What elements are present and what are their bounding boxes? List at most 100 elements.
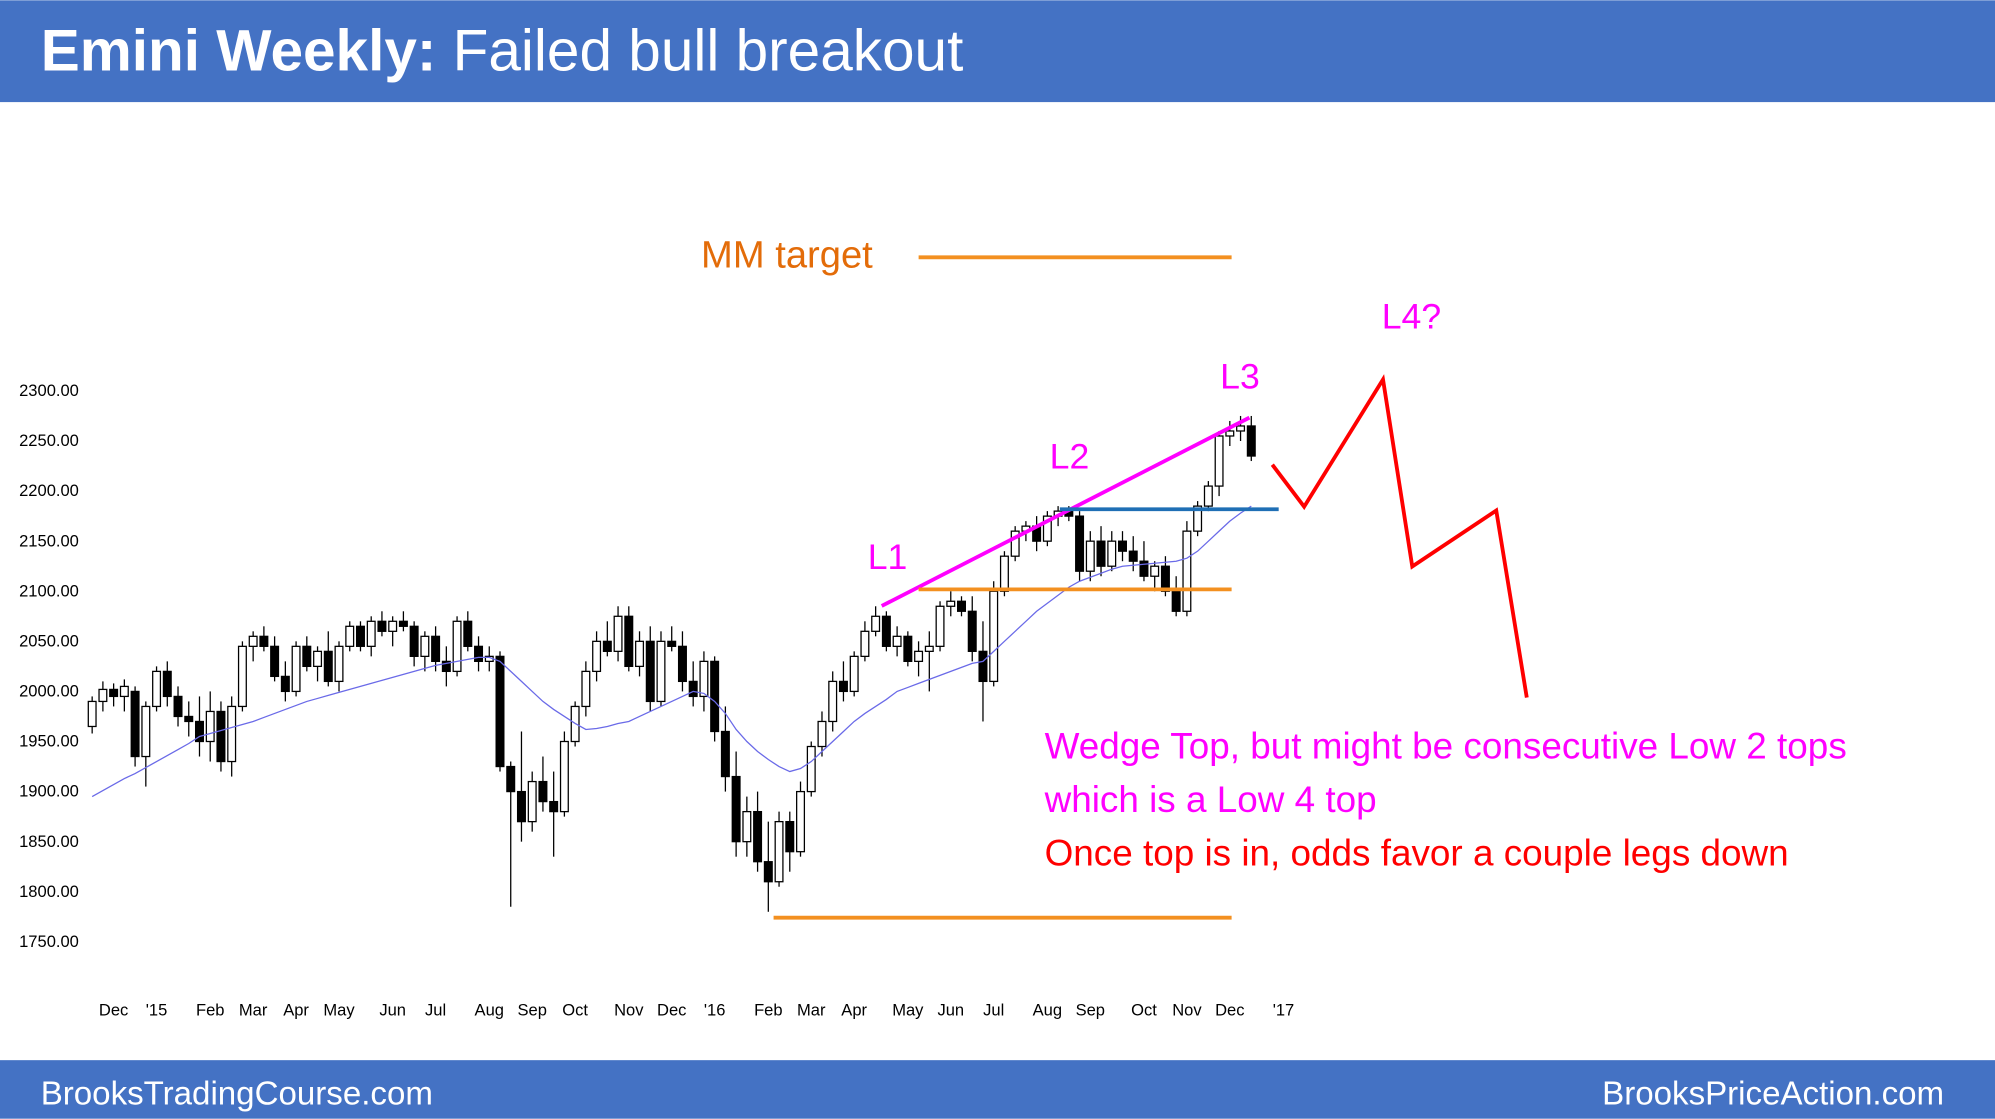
candle-body	[785, 820, 795, 853]
candle-body	[710, 660, 720, 733]
candle-body	[592, 640, 602, 673]
candle-body	[635, 640, 645, 668]
candle-body	[527, 780, 537, 823]
candle-body	[742, 810, 752, 843]
candle-body	[1203, 485, 1213, 507]
candle-body	[109, 688, 119, 698]
candle-body	[581, 670, 591, 708]
candle-body	[602, 640, 612, 652]
candle-body	[334, 645, 344, 683]
y-tick-label: 2100.00	[19, 581, 79, 600]
x-tick-label: Aug	[475, 1001, 504, 1020]
chart-title: Emini Weekly: Failed bull breakout	[41, 18, 964, 83]
x-tick-label: Dec	[99, 1001, 128, 1020]
candle-body	[87, 700, 97, 728]
candle-body	[538, 780, 548, 803]
moving-average	[91, 505, 1252, 798]
x-tick-label: Oct	[562, 1001, 588, 1020]
candle-body	[323, 650, 333, 683]
candle-body	[377, 620, 387, 632]
x-tick-label: Aug	[1033, 1001, 1062, 1020]
candle-body	[205, 710, 215, 743]
candle-body	[237, 645, 247, 708]
y-tick-label: 1850.00	[19, 832, 79, 851]
projection-path	[1270, 374, 1529, 698]
x-tick-label: Dec	[657, 1001, 686, 1020]
candle-body	[806, 745, 816, 793]
x-tick-label: Jun	[379, 1001, 406, 1020]
candle-body	[248, 635, 258, 647]
candle-body	[194, 720, 204, 743]
candle-body	[495, 655, 505, 768]
candle-body	[860, 630, 870, 657]
candle-body	[774, 820, 784, 883]
candle-body	[924, 645, 934, 652]
x-tick-label: Nov	[614, 1001, 644, 1020]
candle-body	[420, 635, 430, 657]
candle-body	[409, 625, 419, 657]
candle-body	[935, 605, 945, 647]
candle-body	[431, 635, 441, 663]
candle-body	[688, 680, 698, 698]
candle-body	[699, 660, 709, 698]
annotation: L4?	[1382, 297, 1441, 337]
annotation: L3	[1220, 356, 1260, 396]
x-tick-label: Mar	[239, 1001, 268, 1020]
candle-body	[119, 685, 129, 698]
x-tick-label: Feb	[754, 1001, 783, 1020]
candle-body	[667, 640, 677, 647]
y-tick-label: 2000.00	[19, 682, 79, 701]
y-tick-label: 1750.00	[19, 932, 79, 951]
candle-body	[753, 810, 763, 863]
x-tick-label: Oct	[1131, 1001, 1157, 1020]
candle-body	[441, 660, 451, 673]
candle-body	[270, 645, 280, 678]
candle-body	[162, 670, 172, 698]
candle-body	[216, 710, 226, 763]
note: Once top is in, odds favor a couple legs…	[1045, 832, 1789, 873]
candle-body	[291, 645, 301, 693]
candle-body	[817, 720, 827, 748]
candle-body	[1139, 560, 1149, 577]
candle-body	[398, 620, 408, 627]
candle-body	[345, 625, 355, 647]
candle-body	[1128, 550, 1138, 562]
x-tick-label: May	[323, 1001, 355, 1020]
header-band	[0, 0, 1995, 103]
title-rest: Failed bull breakout	[453, 18, 964, 83]
annotation: MM target	[701, 234, 873, 277]
y-tick-label: 2300.00	[19, 381, 79, 400]
x-tick-label: '17	[1273, 1001, 1295, 1020]
candle-body	[946, 600, 956, 607]
candle-body	[1193, 505, 1203, 532]
candle-body	[259, 635, 269, 647]
candle-body	[463, 620, 473, 647]
candle-body	[141, 705, 151, 758]
candle-body	[763, 861, 773, 883]
candle-body	[720, 730, 730, 778]
candle-body	[967, 610, 977, 652]
candle-body	[98, 688, 108, 703]
x-tick-label: Apr	[283, 1001, 309, 1020]
x-tick-label: '15	[146, 1001, 168, 1020]
x-tick-label: Mar	[797, 1001, 826, 1020]
candle-body	[1214, 435, 1224, 487]
footer-right: BrooksPriceAction.com	[1602, 1076, 1944, 1113]
candle-body	[1042, 515, 1052, 542]
note: which is a Low 4 top	[1044, 779, 1377, 820]
wedge-line	[880, 415, 1251, 608]
candle-body	[677, 645, 687, 683]
candle-body	[130, 690, 140, 758]
candle-body	[957, 600, 967, 612]
candle-body	[731, 775, 741, 843]
candle-body	[452, 620, 462, 673]
candle-body	[1171, 590, 1181, 612]
footer-band	[0, 1060, 1995, 1119]
note: Wedge Top, but might be consecutive Low …	[1045, 726, 1847, 767]
candle-body	[1075, 515, 1085, 572]
candle-body	[624, 615, 634, 668]
candle-body	[1182, 530, 1192, 612]
y-tick-label: 1900.00	[19, 782, 79, 801]
annotation-lines	[773, 255, 1529, 920]
